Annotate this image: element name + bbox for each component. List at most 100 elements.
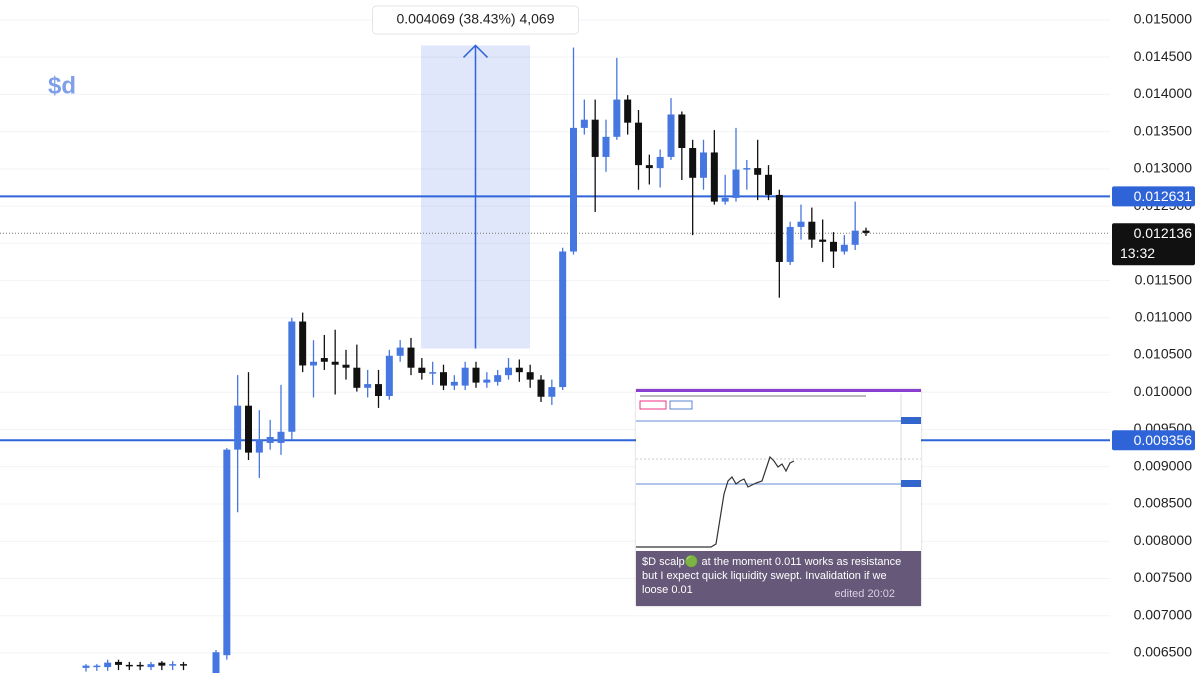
candle-body [765, 174, 772, 195]
candle-body [851, 230, 859, 245]
candle-body [548, 387, 556, 397]
candle-body [786, 226, 794, 262]
y-tick-label: 0.007500 [1134, 569, 1193, 585]
candle-body [396, 347, 404, 356]
y-tick-label: 0.014500 [1134, 48, 1193, 64]
candle-body [808, 221, 816, 240]
level-tag [1112, 430, 1195, 451]
candle-body [743, 168, 751, 170]
candle-body [266, 436, 274, 443]
candle-body [320, 358, 328, 362]
message-text: $D scalp🟢 at the moment 0.011 works as r… [642, 556, 902, 596]
candle-body [277, 431, 285, 443]
measure-label: 0.004069 (38.43%) 4,069 [396, 11, 554, 27]
candle-body [407, 347, 415, 368]
candle-body [721, 197, 729, 202]
candle-body [862, 230, 870, 233]
y-tick-label: 0.015000 [1134, 11, 1193, 27]
inset-tag [901, 417, 921, 424]
inset-tag [669, 400, 693, 410]
level-label: 0.009356 [1134, 432, 1193, 448]
candle-body [732, 169, 740, 198]
candle-body [288, 321, 296, 432]
candle-body [505, 367, 512, 376]
candle-body [255, 439, 263, 453]
candle-body [635, 122, 642, 166]
candle-body [656, 156, 664, 169]
candle-body [710, 152, 718, 202]
candle-body [645, 165, 653, 169]
candle-body [212, 652, 220, 673]
measure-label-box [372, 5, 579, 35]
inset-image [636, 389, 921, 551]
levels [0, 195, 1110, 442]
y-tick-label: 0.013500 [1134, 122, 1193, 138]
candle-body [602, 136, 610, 157]
candle-body [342, 364, 350, 368]
level-tag [1112, 186, 1195, 207]
candle-body [570, 127, 577, 252]
candle-body [234, 405, 242, 450]
level-label: 0.012631 [1134, 188, 1193, 204]
candle-body [797, 221, 805, 227]
candle-body [700, 152, 707, 178]
candle-body [526, 372, 534, 380]
chart-title: $d [48, 72, 76, 99]
candle-body [840, 244, 848, 252]
candle-body [689, 147, 697, 178]
candle-body [754, 168, 762, 175]
candle-body [353, 367, 361, 388]
candles [82, 47, 870, 673]
grid [0, 19, 1110, 654]
inset-screenshot: $D scalp🟢 at the moment 0.011 works as r… [636, 389, 921, 606]
candle-body [158, 662, 166, 666]
candle-body [125, 664, 133, 667]
price-axis: 0.006500 0.007000 0.007500 0.008000 0.008500… [1112, 11, 1195, 660]
measure-arrowhead [462, 44, 489, 58]
countdown: 13:32 [1120, 245, 1155, 261]
y-tick-label: 0.010000 [1134, 383, 1193, 399]
message: $D scalp🟢 at the moment 0.011 works as r… [636, 551, 921, 606]
last-price-tag [1112, 223, 1195, 266]
candle-body [494, 375, 502, 382]
candle-body [385, 355, 393, 397]
y-tick-label: 0.008500 [1134, 495, 1193, 511]
candle-body [331, 361, 339, 365]
candle-body [136, 664, 144, 667]
candle-body [678, 114, 686, 148]
candle-body [169, 664, 177, 666]
y-tick-label: 0.006500 [1134, 644, 1193, 660]
candle-body [115, 661, 122, 665]
candle-body [624, 99, 632, 123]
y-tick-label: 0.010500 [1134, 346, 1193, 362]
candle-body [418, 367, 426, 373]
candle-body [515, 367, 523, 373]
y-tick-label: 0.011500 [1135, 271, 1193, 287]
candle-body [93, 665, 101, 668]
y-tick-label: 0.011000 [1135, 309, 1193, 325]
inset-tag [901, 480, 921, 487]
candle-body [537, 379, 545, 397]
y-tick-label: 0.009000 [1134, 457, 1193, 473]
candle-body [147, 664, 155, 668]
candle-body [667, 114, 675, 157]
candle-body [472, 367, 480, 383]
y-tick-label: 0.008000 [1134, 532, 1193, 548]
inset-tag [639, 400, 667, 410]
candle-body [483, 379, 491, 383]
candle-body [375, 384, 382, 397]
candle-body [310, 361, 317, 366]
candle-body [559, 251, 567, 388]
candle-body [429, 372, 437, 374]
candle-body [775, 194, 783, 262]
candle-body [82, 665, 90, 668]
candle-body [580, 119, 588, 128]
inset-bar [636, 389, 921, 392]
candle-body [299, 321, 307, 366]
last-price-label: 0.012136 [1134, 225, 1193, 241]
candle-body [591, 119, 599, 157]
candle-body [245, 405, 252, 453]
candle-body [223, 449, 231, 656]
